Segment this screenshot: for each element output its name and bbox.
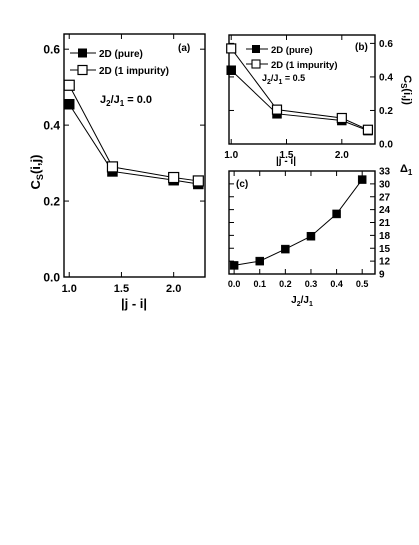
panel-a: 1.0 1.5 2.0 0.0 0.2 0.4 0.6 (a) J2/J1 = 0.0 2D… [28,33,206,311]
data-point-filled [229,261,239,270]
data-point-filled [226,65,236,75]
legend-a-impurity: 2D (1 impurity) [99,66,169,77]
y-tick-label: 0.2 [379,106,393,117]
legend-filled-square-icon [252,45,260,53]
legend-open-square-icon [251,59,261,69]
x-tick-label: 2.0 [335,150,349,161]
data-point-filled [63,98,75,110]
x-tick-label: 1.0 [62,283,77,295]
data-point-open [63,79,75,91]
panel-b-xlabel: |j - i| [276,156,296,167]
data-point-open [271,104,283,115]
y-tick-label: 0.6 [379,39,393,50]
x-tick-label: 2.0 [166,283,181,295]
y-tick-label: 0.4 [43,118,60,132]
panel-b-label: (b) [355,42,368,53]
panel-c-label: (c) [236,179,248,190]
panel-a-frame [63,33,206,278]
panel-a-label: (a) [178,43,190,54]
x-tick-label: 1.0 [224,150,238,161]
y-tick-label: 9 [379,270,385,281]
panel-a-xlabel: |j - i| [121,296,147,311]
legend-b-impurity: 2D (1 impurity) [271,60,338,71]
panel-b-legend: 2D (pure) 2D (1 impurity) [246,45,338,71]
x-tick-label: 0.1 [253,279,266,289]
legend-open-square-icon [77,64,88,76]
data-point-filled [332,209,341,219]
y-tick-label: 30 [379,179,391,190]
legend-a-pure: 2D (pure) [99,49,143,60]
data-point-filled [281,244,290,254]
x-tick-label: 0.3 [305,279,318,289]
panel-a-legend: 2D (pure) 2D (1 impurity) [70,48,169,77]
panel-b-annotation: J2/J1 = 0.5 [262,73,305,86]
y-tick-label: 21 [379,218,391,229]
y-tick-label: 0.6 [43,43,60,57]
data-point-filled [357,175,367,184]
data-point-open [192,175,204,187]
panel-a-annotation: J2/J1 = 0.0 [100,94,152,108]
data-point-filled [306,231,316,241]
series-line [68,85,199,182]
y-tick-label: 33 [379,167,391,178]
data-point-open [362,124,374,135]
legend-filled-square-icon [78,48,87,58]
y-tick-label: 0.4 [379,73,393,84]
series-line [230,69,369,132]
y-tick-label: 18 [379,231,391,242]
x-tick-label: 0.5 [356,279,369,289]
y-tick-label: 15 [379,244,391,255]
series-line [234,179,363,266]
y-tick-label: 0.2 [43,194,60,208]
series-line [230,48,369,131]
panel-c-xlabel: J2/J1 [291,295,313,308]
panel-b: 1.0 1.5 2.0 0.0 0.2 0.4 0.6 (b) J2/J1 = 0.5 2D… [224,34,413,167]
panel-c-frame [228,170,376,275]
panel-c-ylabel: Δ1 [400,163,413,177]
x-tick-label: 0.4 [330,279,343,289]
y-tick-label: 0.0 [43,270,60,284]
data-point-open [106,161,119,173]
panel-b-frame [228,34,376,145]
panel-a-ylabel: CS(i,j) [28,155,45,190]
x-tick-label: 1.5 [280,150,294,161]
y-tick-label: 24 [379,205,391,216]
data-point-open [226,43,237,54]
series-line [68,103,199,185]
y-tick-label: 12 [379,257,391,268]
x-tick-label: 0.0 [228,279,241,289]
data-point-filled [255,256,264,266]
panel-a-marks: 1.0 1.5 2.0 0.0 0.2 0.4 0.6 [43,34,205,295]
legend-b-pure: 2D (pure) [271,45,313,56]
y-tick-label: 0.0 [379,140,393,151]
y-tick-label: 27 [379,192,391,203]
data-point-open [168,171,180,184]
panel-b-ylabel: CS(i,j) [399,75,413,105]
x-tick-label: 1.5 [114,283,129,295]
panel-b-marks: 1.0 1.5 2.0 0.0 0.2 0.4 0.6 [224,35,393,161]
data-point-open [336,112,347,124]
x-tick-label: 0.2 [279,279,292,289]
